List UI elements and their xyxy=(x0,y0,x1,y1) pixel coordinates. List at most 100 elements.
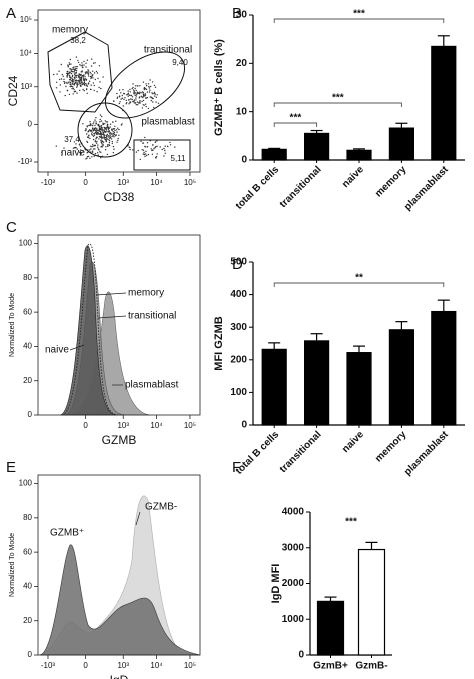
event-dot xyxy=(88,134,90,136)
event-dot xyxy=(156,153,158,155)
x-tick-label: -10³ xyxy=(41,661,56,670)
event-dot xyxy=(74,147,76,149)
event-dot xyxy=(97,133,100,135)
bar xyxy=(388,329,414,426)
event-dot xyxy=(63,82,66,85)
event-dot xyxy=(135,97,137,99)
event-dot xyxy=(81,64,84,66)
event-dot xyxy=(98,65,101,67)
event-dot xyxy=(75,81,77,83)
event-dot xyxy=(76,67,78,70)
event-dot xyxy=(58,70,60,72)
event-dot xyxy=(131,98,133,101)
event-dot xyxy=(76,92,78,94)
event-dot xyxy=(104,149,107,151)
event-dot xyxy=(125,103,127,105)
event-dot xyxy=(136,93,138,95)
event-dot xyxy=(66,71,69,73)
event-dot xyxy=(124,97,126,99)
y-axis-label: CD24 xyxy=(6,75,20,106)
event-dot xyxy=(68,82,70,84)
event-dot xyxy=(60,63,62,66)
event-dot xyxy=(145,150,147,153)
event-dot xyxy=(84,73,87,75)
event-dot xyxy=(146,146,149,148)
event-dot xyxy=(127,95,129,98)
event-dot xyxy=(154,141,156,143)
y-tick-label: 60 xyxy=(23,547,32,556)
event-dot xyxy=(59,78,61,81)
bar xyxy=(357,548,386,656)
event-dot xyxy=(73,147,75,149)
event-dot xyxy=(79,89,81,92)
event-dot xyxy=(101,115,103,118)
event-dot xyxy=(118,102,121,105)
significance-label: *** xyxy=(290,113,302,124)
event-dot xyxy=(135,151,138,153)
event-dot xyxy=(154,95,156,97)
event-dot xyxy=(90,145,92,147)
histogram-label: plasmablast xyxy=(125,380,179,391)
event-dot xyxy=(122,89,124,91)
bar xyxy=(261,348,287,426)
event-dot xyxy=(98,130,100,132)
event-dot xyxy=(92,62,95,64)
event-dot xyxy=(99,130,102,133)
event-dot xyxy=(69,79,72,81)
event-dot xyxy=(106,138,108,140)
event-dot xyxy=(90,148,92,150)
event-dot xyxy=(144,136,146,139)
event-dot xyxy=(143,95,145,98)
bar xyxy=(304,132,330,161)
event-dot xyxy=(85,66,87,68)
event-dot xyxy=(114,135,117,137)
panel-label: C xyxy=(6,219,17,236)
event-dot xyxy=(59,84,61,86)
event-dot xyxy=(133,100,135,102)
event-dot xyxy=(72,87,75,90)
event-dot xyxy=(161,148,163,151)
event-dot xyxy=(130,98,132,100)
x-tick-label: 0 xyxy=(83,421,88,430)
event-dot xyxy=(107,126,109,129)
event-dot xyxy=(102,143,104,146)
event-dot xyxy=(107,145,109,148)
event-dot xyxy=(97,132,99,134)
event-dot xyxy=(102,76,104,78)
gate-label: transitional xyxy=(144,45,192,56)
x-tick-label: 10⁵ xyxy=(184,661,196,670)
gate-label: plasmablast xyxy=(141,117,195,128)
y-tick-label: 100 xyxy=(19,479,33,488)
event-dot xyxy=(91,58,93,60)
significance-label: *** xyxy=(353,9,365,20)
event-dot xyxy=(106,153,109,156)
event-dot xyxy=(114,129,116,132)
event-dot xyxy=(156,94,158,96)
event-dot xyxy=(68,63,71,66)
histogram-label: naive xyxy=(45,345,69,356)
event-dot xyxy=(100,151,102,153)
event-dot xyxy=(101,146,103,148)
event-dot xyxy=(137,104,139,106)
event-dot xyxy=(91,74,94,77)
event-dot xyxy=(98,125,101,128)
event-dot xyxy=(71,86,74,88)
x-tick-label: -10³ xyxy=(41,178,56,187)
event-dot xyxy=(80,78,83,80)
x-tick-label: 0 xyxy=(83,661,88,670)
event-dot xyxy=(142,142,144,144)
event-dot xyxy=(100,133,103,136)
event-dot xyxy=(83,64,85,66)
event-dot xyxy=(166,145,169,148)
event-dot xyxy=(86,141,89,144)
bar xyxy=(431,45,457,161)
event-dot xyxy=(96,128,98,130)
gate-label: naive xyxy=(61,148,85,159)
event-dot xyxy=(99,118,101,121)
event-dot xyxy=(64,94,66,97)
event-dot xyxy=(92,143,94,146)
event-dot xyxy=(80,152,83,154)
event-dot xyxy=(100,140,102,142)
event-dot xyxy=(91,156,93,158)
event-dot xyxy=(94,148,96,150)
